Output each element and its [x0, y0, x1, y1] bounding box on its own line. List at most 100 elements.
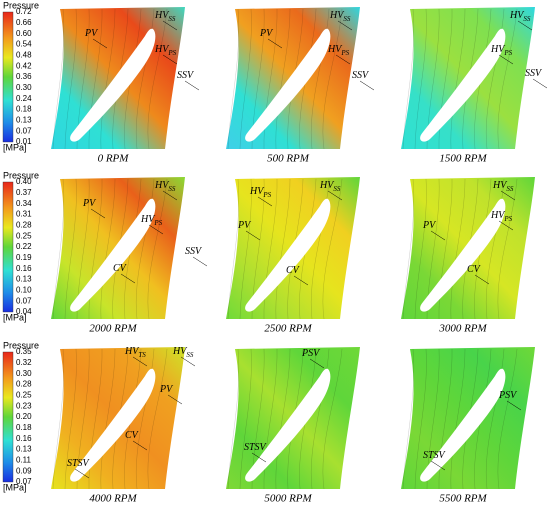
leader-line	[430, 460, 446, 471]
colorbar-tick-label: 0.10	[16, 285, 32, 294]
annotation: CV	[125, 430, 140, 441]
annotation: HVPS	[490, 210, 513, 222]
annotation-text: HV	[249, 186, 265, 197]
contour-panel	[401, 177, 535, 320]
blade	[420, 368, 506, 482]
streamline	[64, 8, 77, 150]
streamline	[147, 348, 168, 490]
colorbar-tick-label: 0.11	[16, 455, 32, 464]
leader-line	[162, 190, 178, 201]
streamline	[239, 8, 252, 150]
colorbar-tick-label: 0.16	[16, 434, 32, 443]
streamline	[147, 8, 168, 150]
colorbar-tick-label: 0.13	[16, 275, 32, 284]
legend-title: Pressure	[3, 170, 39, 180]
annotation-sub: SS	[333, 185, 341, 193]
annotation: HVTS	[124, 346, 146, 358]
streamline	[402, 178, 414, 320]
leader-line	[359, 80, 375, 91]
annotation-text: CV	[113, 263, 128, 274]
contour-panel	[226, 7, 360, 150]
annotation: PV	[237, 220, 252, 231]
annotation-text: HV	[140, 214, 156, 225]
colorbar-tick-label: 0.07	[16, 477, 32, 486]
leader-line	[498, 220, 514, 231]
annotation-text: STSV	[423, 450, 447, 461]
annotation-text: PV	[82, 198, 97, 209]
panel-caption: 2500 RPM	[264, 323, 312, 335]
annotation-text: SSV	[525, 68, 543, 79]
leader-line	[506, 400, 522, 411]
streamline	[497, 348, 518, 490]
contour-panel	[51, 177, 185, 320]
colorbar-tick-label: 0.13	[16, 115, 32, 124]
annotation-text: HV	[329, 10, 345, 21]
leader-line	[132, 440, 148, 451]
annotation: CV	[286, 265, 301, 276]
leader-line	[532, 78, 548, 89]
annotation: SSV	[185, 246, 203, 257]
annotation: HVSS	[319, 180, 341, 192]
colorbar-tick-label: 0.48	[16, 50, 32, 59]
streamline	[486, 178, 505, 320]
annotation-text: PSV	[301, 348, 321, 359]
streamline	[263, 178, 278, 320]
annotation-text: HV	[172, 346, 188, 357]
annotation: PV	[422, 220, 437, 231]
streamline	[100, 178, 116, 320]
colorbar-tick-label: 0.13	[16, 445, 32, 454]
colorbar-tick-label: 0.28	[16, 380, 32, 389]
annotation-sub: PS	[167, 49, 176, 57]
streamline	[239, 348, 252, 490]
annotation-text: PV	[84, 28, 99, 39]
streamline	[227, 178, 239, 320]
annotation: HVSS	[154, 180, 176, 192]
colorbar-tick-label: 0.04	[16, 307, 32, 316]
streamline	[136, 8, 155, 150]
streamline	[136, 348, 155, 490]
leader-line	[430, 230, 446, 241]
colorbar-tick-label: 0.37	[16, 188, 32, 197]
annotation-sub: SS	[343, 15, 351, 23]
leader-line	[337, 20, 353, 31]
streamline	[275, 8, 291, 150]
annotation-sub: SS	[506, 185, 514, 193]
colorbar-tick-label: 0.09	[16, 466, 32, 475]
annotation-sub: PS	[153, 219, 162, 227]
streamline	[64, 178, 77, 320]
streamline	[147, 178, 168, 320]
leader-line	[132, 356, 148, 367]
annotation: PSV	[498, 390, 518, 401]
annotation-text: STSV	[244, 442, 268, 453]
leader-line	[162, 20, 178, 31]
colorbar-tick-label: 0.28	[16, 220, 32, 229]
leader-line	[251, 452, 267, 463]
legend-unit: [MPa]	[3, 142, 27, 152]
streamline	[414, 178, 427, 320]
blade	[245, 198, 331, 312]
annotation-text: HV	[154, 44, 170, 55]
annotation-sub: PS	[340, 49, 349, 57]
annotation-text: HV	[154, 180, 170, 191]
streamline	[322, 348, 343, 490]
streamline	[438, 8, 453, 150]
annotation-sub: SS	[168, 185, 176, 193]
colorbar-tick-label: 0.35	[16, 347, 32, 356]
colorbar-tick-label: 0.72	[16, 7, 32, 16]
streamline	[322, 178, 343, 320]
colorbar-tick-label: 0.40	[16, 177, 32, 186]
leader-line	[517, 20, 533, 31]
blade	[245, 368, 331, 482]
leader-line	[474, 274, 490, 285]
colorbar-tick-label: 0.01	[16, 137, 32, 146]
colorbar	[2, 11, 14, 143]
annotation-text: PV	[237, 220, 252, 231]
contour-panel	[226, 177, 360, 320]
annotation: STSV	[67, 458, 91, 469]
leader-line	[90, 208, 106, 219]
colorbar-tick-label: 0.19	[16, 253, 32, 262]
panel-caption: 0 RPM	[98, 153, 130, 165]
colorbar-tick-label: 0.25	[16, 390, 32, 399]
colorbar-tick-label: 0.23	[16, 401, 32, 410]
streamline	[414, 348, 427, 490]
